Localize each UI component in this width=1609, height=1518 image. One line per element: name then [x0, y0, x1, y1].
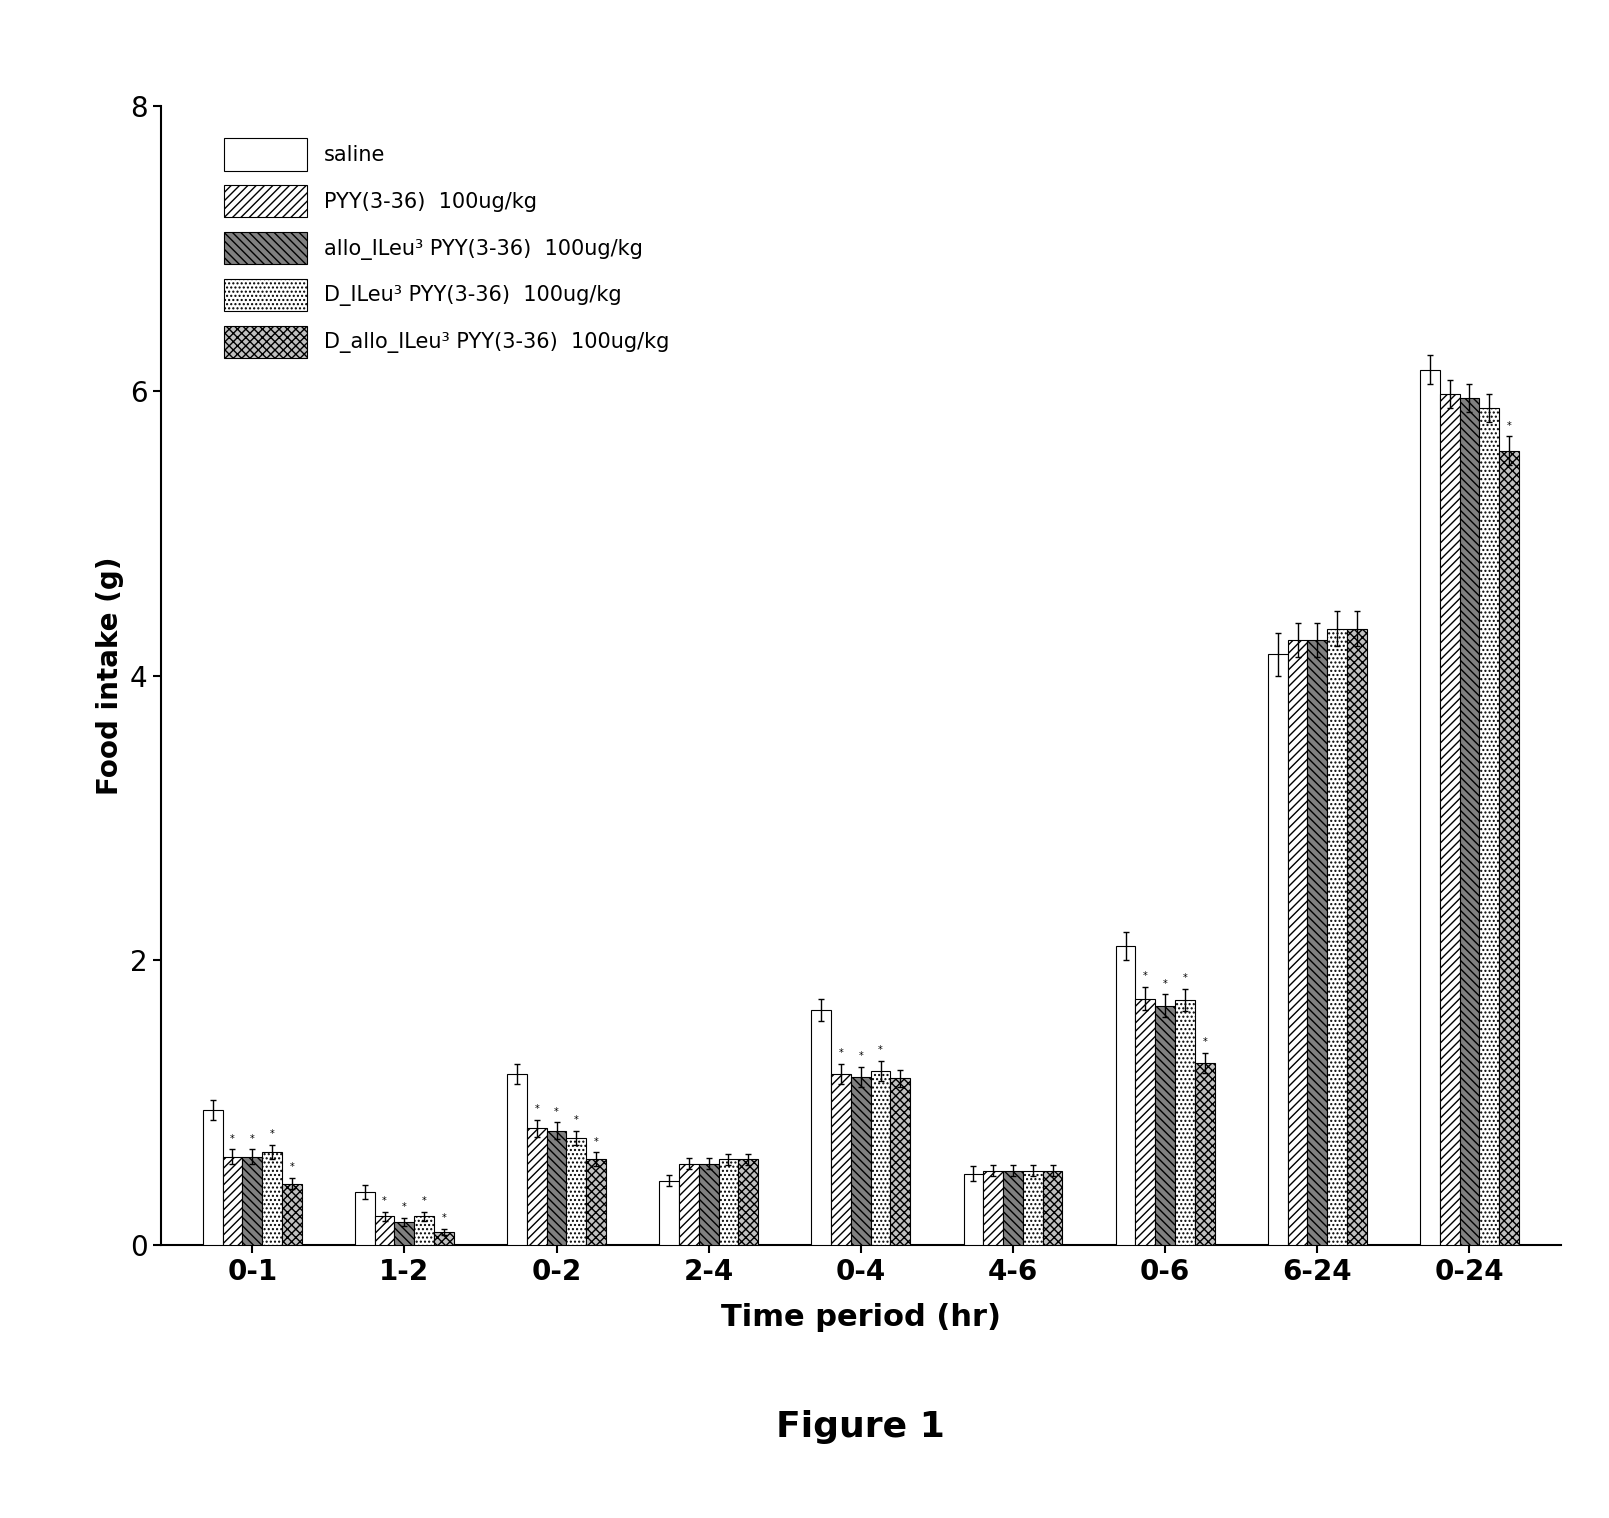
- Bar: [890, 1078, 911, 1245]
- Bar: [1500, 451, 1519, 1245]
- Bar: [1268, 654, 1287, 1245]
- Text: *: *: [859, 1050, 862, 1061]
- Bar: [566, 1138, 586, 1245]
- Bar: [1308, 641, 1327, 1245]
- Bar: [414, 1216, 434, 1245]
- Text: *: *: [534, 1104, 539, 1114]
- Bar: [698, 1164, 719, 1245]
- Text: *: *: [402, 1202, 407, 1211]
- Text: *: *: [249, 1134, 254, 1143]
- Y-axis label: Food intake (g): Food intake (g): [97, 556, 124, 795]
- Text: *: *: [422, 1196, 426, 1207]
- Bar: [1115, 946, 1136, 1245]
- Bar: [507, 1075, 526, 1245]
- Bar: [679, 1164, 698, 1245]
- Text: *: *: [441, 1213, 446, 1224]
- Bar: [526, 1128, 547, 1245]
- Bar: [547, 1131, 566, 1245]
- Text: *: *: [879, 1046, 883, 1055]
- Text: *: *: [1506, 420, 1511, 431]
- Bar: [1155, 1005, 1175, 1245]
- Bar: [1136, 999, 1155, 1245]
- Bar: [1043, 1170, 1062, 1245]
- Text: *: *: [553, 1107, 558, 1117]
- Bar: [983, 1170, 1002, 1245]
- Bar: [1440, 393, 1459, 1245]
- Text: *: *: [1183, 973, 1187, 984]
- Bar: [964, 1173, 983, 1245]
- Bar: [1002, 1170, 1023, 1245]
- Text: Figure 1: Figure 1: [777, 1410, 944, 1444]
- X-axis label: Time period (hr): Time period (hr): [721, 1302, 1001, 1331]
- Bar: [1479, 408, 1500, 1245]
- Bar: [739, 1160, 758, 1245]
- Text: *: *: [838, 1049, 843, 1058]
- Legend: saline, PYY(3-36)  100ug/kg, allo_ILeu³ PYY(3-36)  100ug/kg, D_ILeu³ PYY(3-36)  : saline, PYY(3-36) 100ug/kg, allo_ILeu³ P…: [214, 128, 679, 369]
- Bar: [660, 1181, 679, 1245]
- Bar: [719, 1160, 739, 1245]
- Bar: [1327, 628, 1347, 1245]
- Text: *: *: [594, 1137, 599, 1146]
- Text: *: *: [1202, 1037, 1207, 1047]
- Bar: [1459, 398, 1479, 1245]
- Bar: [222, 1157, 243, 1245]
- Bar: [394, 1222, 414, 1245]
- Bar: [1287, 641, 1308, 1245]
- Bar: [262, 1152, 282, 1245]
- Bar: [1175, 1000, 1195, 1245]
- Bar: [434, 1233, 454, 1245]
- Bar: [832, 1075, 851, 1245]
- Text: *: *: [1163, 979, 1168, 988]
- Bar: [1023, 1170, 1043, 1245]
- Bar: [282, 1184, 301, 1245]
- Bar: [870, 1072, 890, 1245]
- Bar: [375, 1216, 394, 1245]
- Bar: [1421, 369, 1440, 1245]
- Bar: [243, 1157, 262, 1245]
- Bar: [851, 1076, 870, 1245]
- Text: *: *: [290, 1163, 294, 1172]
- Bar: [811, 1009, 832, 1245]
- Bar: [586, 1160, 607, 1245]
- Bar: [356, 1192, 375, 1245]
- Text: *: *: [270, 1129, 275, 1140]
- Bar: [203, 1110, 222, 1245]
- Text: *: *: [1142, 972, 1147, 982]
- Text: *: *: [574, 1116, 579, 1125]
- Bar: [1195, 1063, 1215, 1245]
- Text: *: *: [383, 1196, 386, 1207]
- Text: *: *: [230, 1134, 235, 1143]
- Bar: [1347, 628, 1366, 1245]
